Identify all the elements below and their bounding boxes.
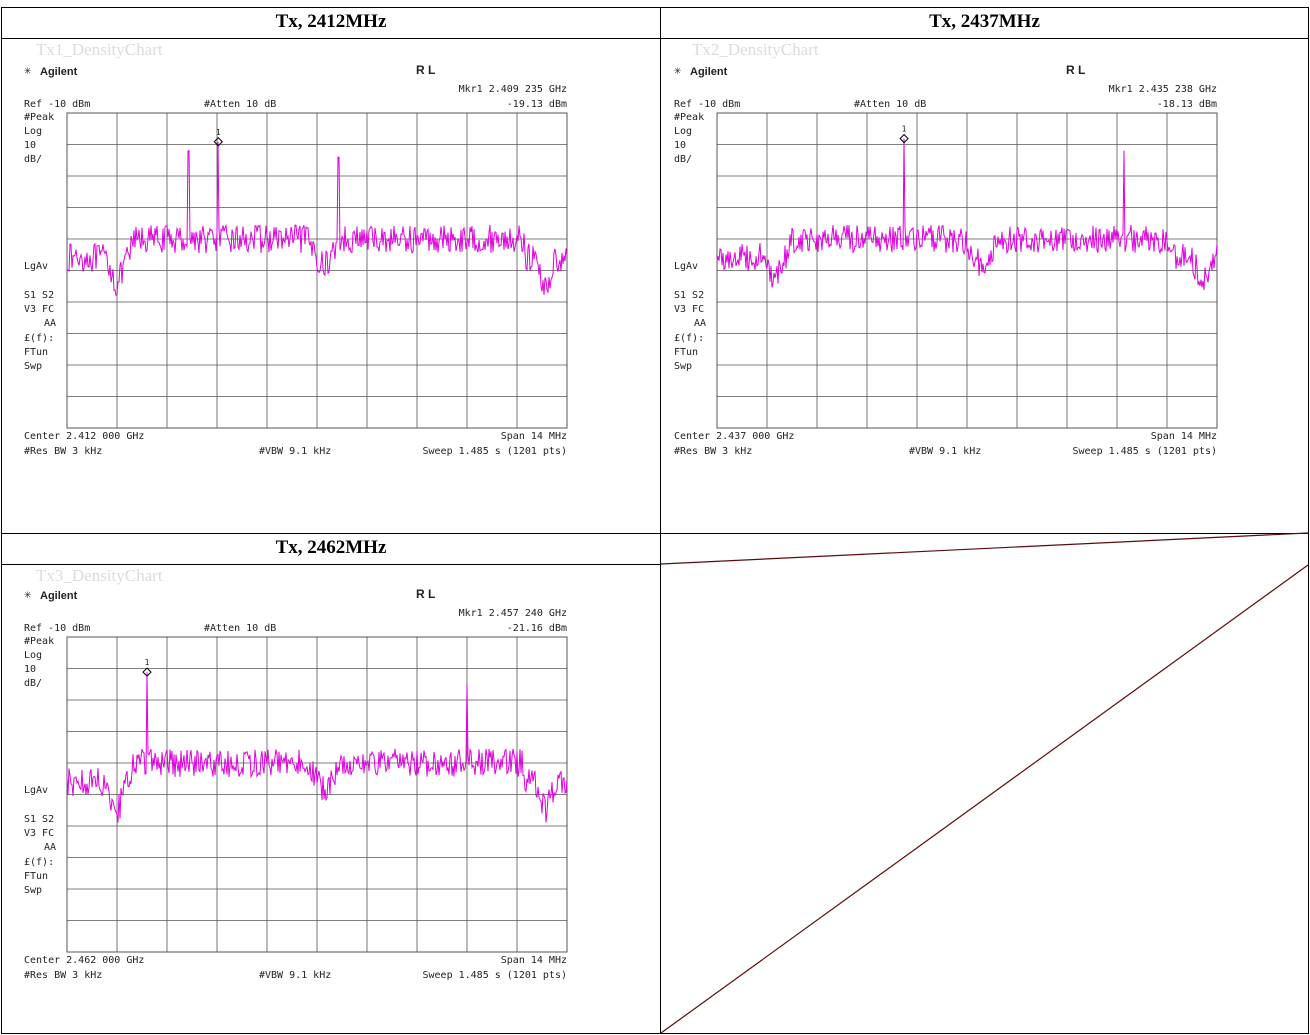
side-label: 10 — [24, 664, 36, 675]
ref-level: Ref -10 dBm — [24, 99, 90, 110]
side-label: V3 FC — [24, 828, 54, 839]
marker-level: -19.13 dBm — [507, 99, 567, 110]
empty-cell-diagonal — [660, 564, 1309, 1034]
side-label: £(f): — [24, 857, 54, 868]
side-label: AA — [694, 318, 706, 329]
side-label: £(f): — [24, 333, 54, 344]
span-label: Span 14 MHz — [501, 431, 567, 442]
side-label: dB/ — [674, 154, 692, 165]
side-label: 10 — [674, 140, 686, 151]
logo-star-icon: ✳ — [24, 587, 31, 601]
side-label: Swp — [674, 361, 692, 372]
side-label: dB/ — [24, 154, 42, 165]
spectrum-trace — [716, 138, 1218, 290]
spectrum-chart-3: ✳ Agilent R L Mkr1 2.457 240 GHz -21.16 dBm R… — [24, 587, 568, 981]
side-label: Swp — [24, 361, 42, 372]
side-label: S1 S2 — [24, 290, 54, 301]
attenuation: #Atten 10 dB — [204, 623, 276, 634]
marker-diamond-icon — [213, 137, 223, 147]
cell-subtitle-1: Tx1_DensityChart — [36, 40, 163, 59]
marker-number: 1 — [216, 128, 221, 137]
sweep-label: Sweep 1.485 s (1201 pts) — [423, 970, 568, 981]
rl-label: R L — [1066, 63, 1085, 77]
side-label: #Peak — [24, 636, 54, 647]
marker-level: -21.16 dBm — [507, 623, 567, 634]
side-label: S1 S2 — [674, 290, 704, 301]
vbw-label: #VBW 9.1 kHz — [909, 446, 981, 457]
brand-logo: Agilent — [690, 66, 728, 78]
marker-readout: Mkr1 2.435 238 GHz — [1109, 84, 1217, 95]
span-label: Span 14 MHz — [501, 955, 567, 966]
sweep-label: Sweep 1.485 s (1201 pts) — [1073, 446, 1218, 457]
center-frequency: Center 2.437 000 GHz — [674, 431, 794, 442]
side-label: dB/ — [24, 678, 42, 689]
brand-logo: Agilent — [40, 66, 78, 78]
spectrum-chart-2: ✳ Agilent R L Mkr1 2.435 238 GHz -18.13 dBm R… — [674, 63, 1218, 457]
side-label: 10 — [24, 140, 36, 151]
attenuation: #Atten 10 dB — [204, 99, 276, 110]
side-label: V3 FC — [24, 304, 54, 315]
vbw-label: #VBW 9.1 kHz — [259, 970, 331, 981]
table-border — [1, 7, 1309, 1034]
cell-title-2: Tx, 2437MHz — [929, 11, 1040, 32]
side-label: V3 FC — [674, 304, 704, 315]
logo-star-icon: ✳ — [674, 63, 681, 77]
spectrum-trace — [66, 141, 568, 297]
attenuation: #Atten 10 dB — [854, 99, 926, 110]
cell-title-3: Tx, 2462MHz — [275, 537, 387, 558]
side-label: AA — [44, 318, 56, 329]
brand-logo: Agilent — [40, 590, 78, 602]
side-label: S1 S2 — [24, 814, 54, 825]
side-label: AA — [44, 842, 56, 853]
side-label: FTun — [24, 347, 48, 358]
res-bw: #Res BW 3 kHz — [674, 446, 752, 457]
side-label: Swp — [24, 885, 42, 896]
side-label: Log — [24, 650, 42, 661]
cell-subtitle-3: Tx3_DensityChart — [36, 566, 163, 585]
span-label: Span 14 MHz — [1151, 431, 1217, 442]
side-label: Log — [674, 126, 692, 137]
marker-number: 1 — [902, 125, 907, 134]
cell-title-1: Tx, 2412MHz — [275, 11, 387, 32]
marker-number: 1 — [145, 658, 150, 667]
side-label: LgAv — [24, 785, 48, 796]
side-label: #Peak — [24, 112, 54, 123]
side-label: #Peak — [674, 112, 704, 123]
rl-label: R L — [416, 587, 435, 601]
res-bw: #Res BW 3 kHz — [24, 446, 102, 457]
side-label: Log — [24, 126, 42, 137]
center-frequency: Center 2.462 000 GHz — [24, 955, 144, 966]
logo-star-icon: ✳ — [24, 63, 31, 77]
rl-label: R L — [416, 63, 435, 77]
sweep-label: Sweep 1.485 s (1201 pts) — [423, 446, 568, 457]
empty-cell-diagonal — [660, 532, 1309, 565]
marker-readout: Mkr1 2.409 235 GHz — [459, 84, 567, 95]
res-bw: #Res BW 3 kHz — [24, 970, 102, 981]
marker-readout: Mkr1 2.457 240 GHz — [459, 608, 567, 619]
marker-diamond-icon — [899, 133, 909, 144]
cell-subtitle-2: Tx2_DensityChart — [692, 40, 819, 59]
side-label: LgAv — [674, 261, 698, 272]
ref-level: Ref -10 dBm — [674, 99, 740, 110]
side-label: FTun — [24, 871, 48, 882]
spectrum-chart-1: ✳ Agilent R L Mkr1 2.409 235 GHz -19.13 dBm R… — [24, 63, 568, 457]
side-label: LgAv — [24, 261, 48, 272]
marker-diamond-icon — [142, 667, 152, 677]
ref-level: Ref -10 dBm — [24, 623, 90, 634]
spectrum-trace — [66, 672, 568, 823]
side-label: £(f): — [674, 333, 704, 344]
center-frequency: Center 2.412 000 GHz — [24, 431, 144, 442]
vbw-label: #VBW 9.1 kHz — [259, 446, 331, 457]
side-label: FTun — [674, 347, 698, 358]
marker-level: -18.13 dBm — [1157, 99, 1217, 110]
